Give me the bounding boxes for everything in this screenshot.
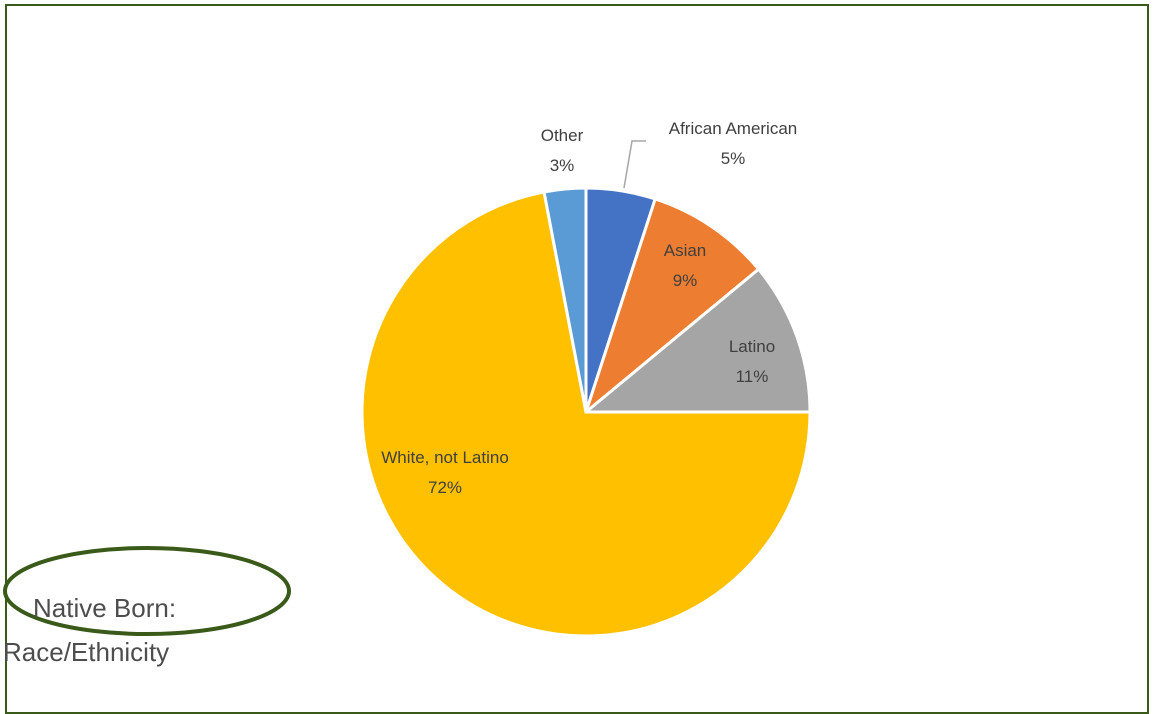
pie-slice-asian <box>582 197 761 417</box>
slice-label: African American 5% <box>669 119 798 168</box>
slice-label: Other 3% <box>541 126 584 175</box>
slice-label-name: African American <box>669 119 798 138</box>
slice-label-percent: 72% <box>428 478 462 497</box>
leader-line <box>623 140 646 189</box>
slice-label-name: White, not Latino <box>381 448 509 467</box>
slice-label: Latino 11% <box>729 337 775 386</box>
slice-label: White, not Latino 72% <box>381 448 509 497</box>
slice-label-name: Asian <box>664 241 707 260</box>
slice-label-percent: 11% <box>736 367 769 386</box>
slice-label-name: Other <box>541 126 584 145</box>
pie-slice-other <box>542 186 588 413</box>
slice-label-percent: 3% <box>550 156 575 175</box>
slice-label-percent: 5% <box>721 149 746 168</box>
slice-label-percent: 9% <box>673 271 698 290</box>
caption-line-2: Race/Ethnicity <box>3 637 170 667</box>
caption-line-1: Native Born: <box>33 593 177 623</box>
pie-slice-white-not-latino <box>360 190 812 638</box>
slice-label: Asian 9% <box>664 241 707 290</box>
caption-highlight-ellipse <box>3 546 291 636</box>
pie-slice-latino <box>581 267 812 414</box>
slice-label-name: Latino <box>729 337 775 356</box>
chart-caption: Native Born: Race/Ethnicity <box>3 586 176 674</box>
